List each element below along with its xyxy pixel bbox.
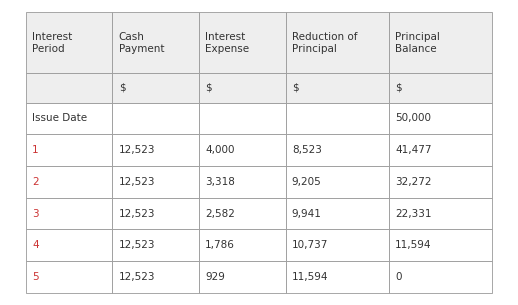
Bar — [199, 73, 285, 102]
Bar — [26, 261, 112, 293]
Text: 1: 1 — [32, 145, 39, 155]
Bar — [26, 12, 112, 73]
Text: 41,477: 41,477 — [395, 145, 431, 155]
Text: 22,331: 22,331 — [395, 209, 431, 219]
Bar — [389, 198, 492, 229]
Bar — [26, 166, 112, 198]
Bar — [112, 198, 199, 229]
Bar — [389, 73, 492, 102]
Bar — [199, 12, 285, 73]
Text: 8,523: 8,523 — [292, 145, 322, 155]
Bar — [26, 198, 112, 229]
Text: 32,272: 32,272 — [395, 177, 431, 187]
Text: 0: 0 — [395, 272, 401, 282]
Bar — [199, 134, 285, 166]
Bar — [26, 73, 112, 102]
Text: 11,594: 11,594 — [292, 272, 328, 282]
Bar — [389, 12, 492, 73]
Text: Interest
Period: Interest Period — [32, 32, 73, 53]
Text: 2,582: 2,582 — [205, 209, 235, 219]
Text: 12,523: 12,523 — [119, 240, 155, 250]
Text: 3: 3 — [32, 209, 39, 219]
Bar — [112, 261, 199, 293]
Bar — [26, 229, 112, 261]
Text: 3,318: 3,318 — [205, 177, 235, 187]
Text: 5: 5 — [32, 272, 39, 282]
Bar — [285, 12, 389, 73]
Text: 4: 4 — [32, 240, 39, 250]
Bar — [389, 102, 492, 134]
Text: 929: 929 — [205, 272, 225, 282]
Bar — [112, 12, 199, 73]
Bar — [112, 166, 199, 198]
Text: 2: 2 — [32, 177, 39, 187]
Bar — [112, 134, 199, 166]
Text: 4,000: 4,000 — [205, 145, 235, 155]
Bar — [199, 102, 285, 134]
Text: 11,594: 11,594 — [395, 240, 431, 250]
Bar — [285, 73, 389, 102]
Text: 50,000: 50,000 — [395, 113, 431, 124]
Text: 1,786: 1,786 — [205, 240, 235, 250]
Text: Cash
Payment: Cash Payment — [119, 32, 164, 53]
Bar — [112, 73, 199, 102]
Text: 12,523: 12,523 — [119, 209, 155, 219]
Bar — [389, 166, 492, 198]
Text: $: $ — [395, 83, 401, 93]
Bar — [26, 134, 112, 166]
Bar — [389, 229, 492, 261]
Bar — [285, 198, 389, 229]
Text: $: $ — [292, 83, 298, 93]
Text: Principal
Balance: Principal Balance — [395, 32, 440, 53]
Text: 9,205: 9,205 — [292, 177, 322, 187]
Text: $: $ — [119, 83, 125, 93]
Bar — [26, 102, 112, 134]
Bar — [285, 102, 389, 134]
Text: Interest
Expense: Interest Expense — [205, 32, 249, 53]
Bar — [285, 134, 389, 166]
Text: 12,523: 12,523 — [119, 177, 155, 187]
Bar — [389, 134, 492, 166]
Bar — [199, 166, 285, 198]
Text: Reduction of
Principal: Reduction of Principal — [292, 32, 357, 53]
Bar — [389, 261, 492, 293]
Text: 9,941: 9,941 — [292, 209, 322, 219]
Bar — [112, 229, 199, 261]
Bar — [112, 102, 199, 134]
Text: 12,523: 12,523 — [119, 272, 155, 282]
Bar — [285, 261, 389, 293]
Text: $: $ — [205, 83, 212, 93]
Text: 10,737: 10,737 — [292, 240, 328, 250]
Bar — [199, 198, 285, 229]
Bar — [285, 229, 389, 261]
Bar — [285, 166, 389, 198]
Text: 12,523: 12,523 — [119, 145, 155, 155]
Bar — [199, 261, 285, 293]
Text: Issue Date: Issue Date — [32, 113, 87, 124]
Bar — [199, 229, 285, 261]
